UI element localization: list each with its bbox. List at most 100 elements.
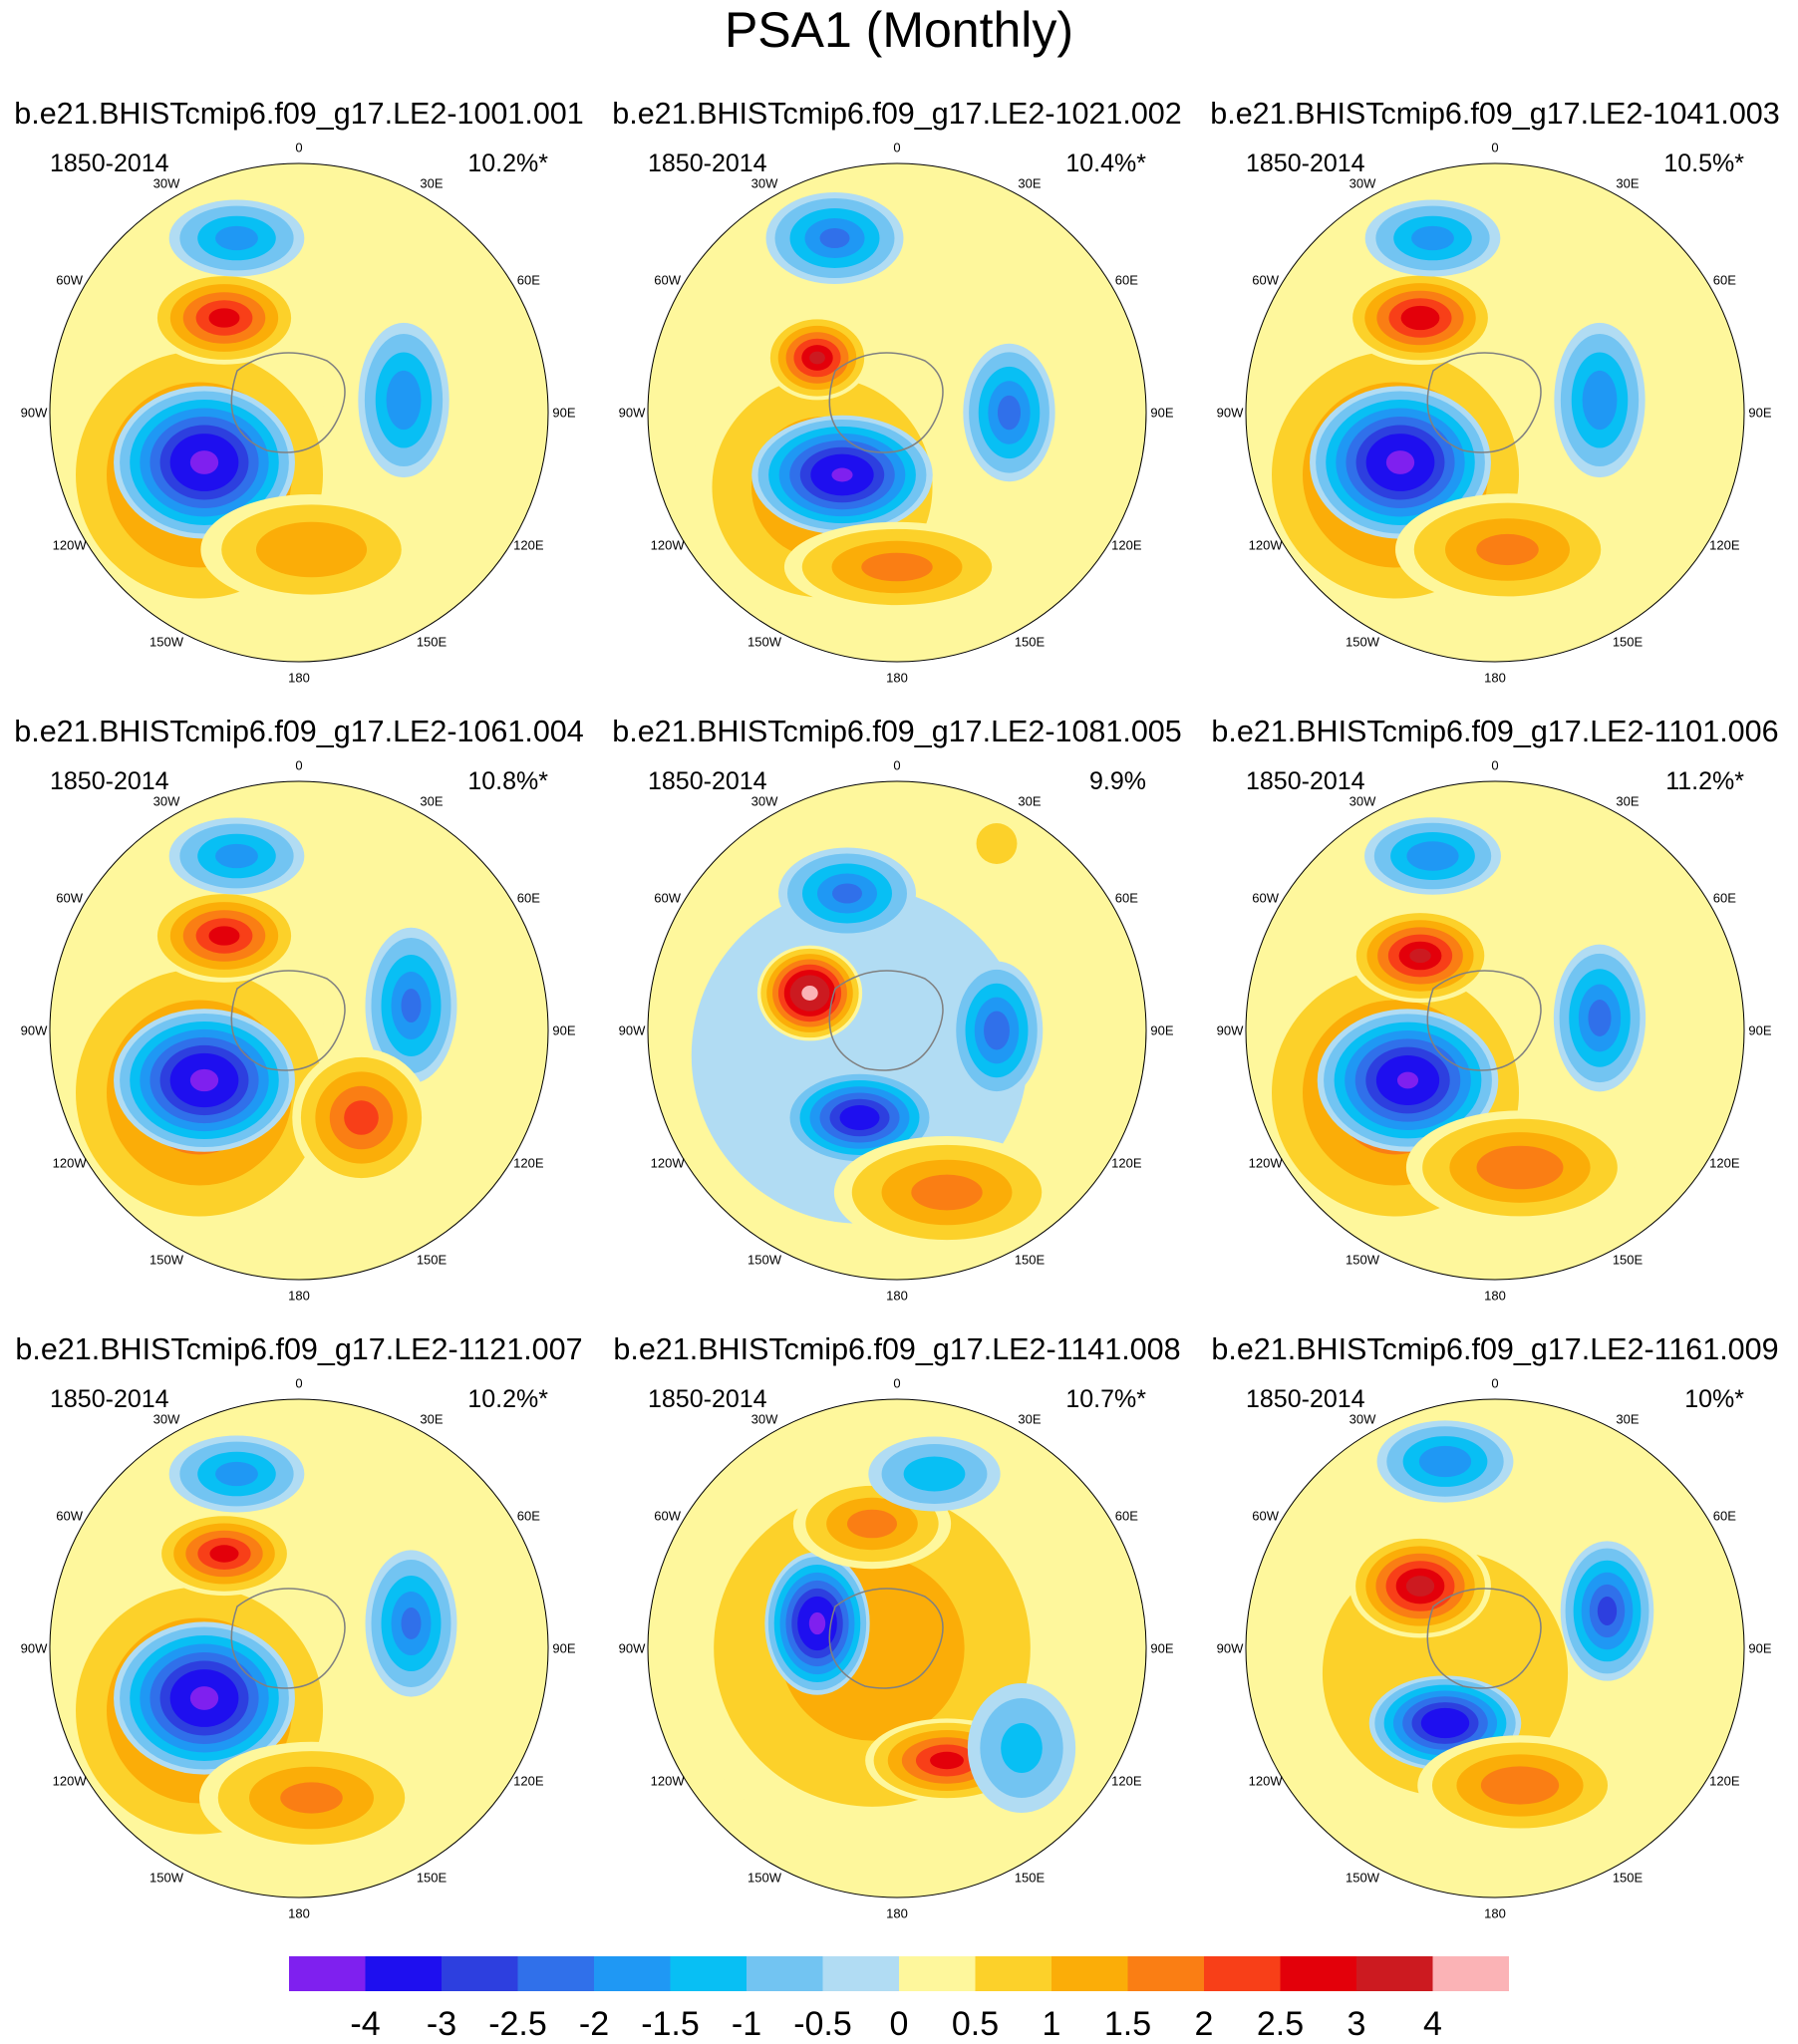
longitude-label: 150E xyxy=(1014,1870,1046,1886)
colorbar-box xyxy=(1280,1956,1356,1991)
colorbar-box xyxy=(1356,1956,1433,1991)
longitude-label: 60W xyxy=(1252,890,1279,906)
longitude-label: 150W xyxy=(150,634,183,650)
colorbar-tick-label: 0.5 xyxy=(951,2005,1000,2043)
longitude-label: 120W xyxy=(52,537,87,553)
contour-fill xyxy=(386,370,422,431)
panel-period: 1850-2014 xyxy=(50,149,169,177)
map-boundary xyxy=(49,1398,549,1898)
contour-fill xyxy=(1597,1596,1618,1626)
longitude-label: 60W xyxy=(56,1508,83,1524)
longitude-label: 180 xyxy=(1484,670,1506,686)
longitude-label: 180 xyxy=(288,670,310,686)
longitude-label: 120W xyxy=(52,1155,87,1171)
longitude-label: 180 xyxy=(886,1905,908,1921)
contour-fill xyxy=(861,552,933,582)
longitude-label: 90W xyxy=(618,1640,646,1656)
colorbar-boxes xyxy=(289,1956,1509,1991)
longitude-label: 30W xyxy=(750,1411,778,1427)
longitude-label: 120W xyxy=(1248,537,1283,553)
map-boundary xyxy=(1245,162,1745,663)
longitude-label: 150E xyxy=(416,634,448,650)
longitude-label: 0 xyxy=(893,140,901,155)
figure-title: PSA1 (Monthly) xyxy=(724,2,1074,58)
contour-fill xyxy=(809,351,825,365)
contour-fill xyxy=(1420,1707,1470,1739)
panel-title: b.e21.BHISTcmip6.f09_g17.LE2-1121.007 xyxy=(15,1332,583,1366)
panel-period: 1850-2014 xyxy=(1246,149,1365,177)
longitude-label: 0 xyxy=(1491,1375,1499,1391)
longitude-label: 120E xyxy=(513,1773,544,1789)
explained-variance: 10.4%* xyxy=(1065,149,1146,177)
longitude-label: 60E xyxy=(1114,890,1138,906)
longitude-label: 150E xyxy=(1612,1252,1644,1268)
contour-fill xyxy=(808,1611,826,1635)
longitude-label: 30E xyxy=(420,793,444,809)
colorbar-tick-label: -0.5 xyxy=(793,2005,852,2043)
longitude-label: 120E xyxy=(1111,1773,1142,1789)
polar-map xyxy=(1245,162,1745,663)
longitude-label: 150W xyxy=(150,1870,183,1886)
explained-variance: 10.7%* xyxy=(1065,1385,1146,1413)
panel-title: b.e21.BHISTcmip6.f09_g17.LE2-1021.002 xyxy=(612,97,1182,131)
contour-fill xyxy=(801,986,818,1001)
contour-fill xyxy=(847,1509,897,1539)
colorbar-tick-label: -2 xyxy=(578,2005,610,2043)
contour-fill xyxy=(976,823,1018,864)
polar-map xyxy=(49,162,549,663)
longitude-label: 60W xyxy=(1252,1508,1279,1524)
explained-variance: 10.8%* xyxy=(467,767,548,795)
longitude-label: 0 xyxy=(295,1375,303,1391)
contour-fill xyxy=(1480,1766,1560,1805)
contour-fill xyxy=(1476,1145,1564,1190)
colorbar-box xyxy=(899,1956,976,1991)
longitude-label: 150W xyxy=(1346,634,1379,650)
longitude-label: 30E xyxy=(1616,793,1640,809)
longitude-label: 90E xyxy=(1150,1640,1174,1656)
contour-fill xyxy=(930,1751,964,1770)
panel-title: b.e21.BHISTcmip6.f09_g17.LE2-1041.003 xyxy=(1210,97,1780,131)
panel-period: 1850-2014 xyxy=(1246,1385,1365,1413)
longitude-label: 30E xyxy=(420,175,444,191)
longitude-label: 120E xyxy=(1111,1155,1142,1171)
colorbar-tick-label: 1.5 xyxy=(1103,2005,1152,2043)
panel-title: b.e21.BHISTcmip6.f09_g17.LE2-1141.008 xyxy=(613,1332,1181,1366)
contour-fill xyxy=(1411,225,1454,251)
explained-variance: 10.5%* xyxy=(1663,149,1744,177)
longitude-label: 90W xyxy=(1216,1022,1244,1038)
longitude-label: 60W xyxy=(56,272,83,288)
longitude-label: 0 xyxy=(1491,757,1499,773)
coastline xyxy=(1426,352,1542,453)
longitude-label: 60E xyxy=(1114,272,1138,288)
explained-variance: 10.2%* xyxy=(467,149,548,177)
contour-fill xyxy=(208,308,240,328)
longitude-label: 90W xyxy=(20,1640,48,1656)
colorbar-box xyxy=(1432,1956,1509,1991)
longitude-label: 90W xyxy=(1216,1640,1244,1656)
contour-fill xyxy=(215,1461,258,1487)
longitude-label: 30E xyxy=(1616,1411,1640,1427)
contour-fill xyxy=(255,521,368,578)
contour-fill xyxy=(903,1456,966,1492)
longitude-label: 30E xyxy=(1018,175,1042,191)
contour-fill xyxy=(1396,1071,1419,1089)
longitude-label: 120W xyxy=(650,1773,685,1789)
colorbar-tick-label: -2.5 xyxy=(488,2005,547,2043)
panel-period: 1850-2014 xyxy=(1246,767,1365,795)
longitude-label: 30E xyxy=(1018,793,1042,809)
longitude-label: 120W xyxy=(650,537,685,553)
longitude-label: 90W xyxy=(618,1022,646,1038)
contour-fill xyxy=(1385,450,1415,474)
contour-fill xyxy=(215,843,258,869)
longitude-label: 30W xyxy=(152,175,180,191)
longitude-label: 150E xyxy=(1014,634,1046,650)
panel-title: b.e21.BHISTcmip6.f09_g17.LE2-1161.009 xyxy=(1211,1332,1779,1366)
longitude-label: 60E xyxy=(1712,272,1736,288)
longitude-label: 30W xyxy=(750,793,778,809)
colorbar-tick-label: -1 xyxy=(731,2005,762,2043)
panel-title: b.e21.BHISTcmip6.f09_g17.LE2-1001.001 xyxy=(14,97,584,131)
coastline xyxy=(1426,1588,1542,1689)
longitude-label: 150W xyxy=(748,1870,781,1886)
panel-title: b.e21.BHISTcmip6.f09_g17.LE2-1081.005 xyxy=(612,715,1182,748)
longitude-label: 0 xyxy=(893,1375,901,1391)
